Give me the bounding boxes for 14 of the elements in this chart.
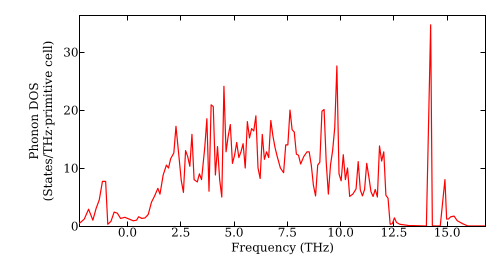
x-tick-label: 10.0 <box>327 226 354 240</box>
y-tick-label: 20 <box>63 104 78 118</box>
x-tick-label: 0.0 <box>118 226 137 240</box>
y-tick-label: 10 <box>63 162 78 176</box>
line-series <box>79 24 485 226</box>
x-axis-title: Frequency (THz) <box>231 240 334 254</box>
y-tick-label: 30 <box>63 46 78 60</box>
y-axis-title: Phonon DOS (States/THz·primitive cell) <box>27 40 56 202</box>
x-tick-label: 5.0 <box>224 226 244 240</box>
x-tick-label: 7.5 <box>278 226 297 240</box>
x-tick-label: 12.5 <box>380 226 408 240</box>
x-tick-label: 2.5 <box>171 226 190 240</box>
y-tick-label: 0 <box>70 220 78 234</box>
x-tick-label: 15.0 <box>434 226 460 240</box>
